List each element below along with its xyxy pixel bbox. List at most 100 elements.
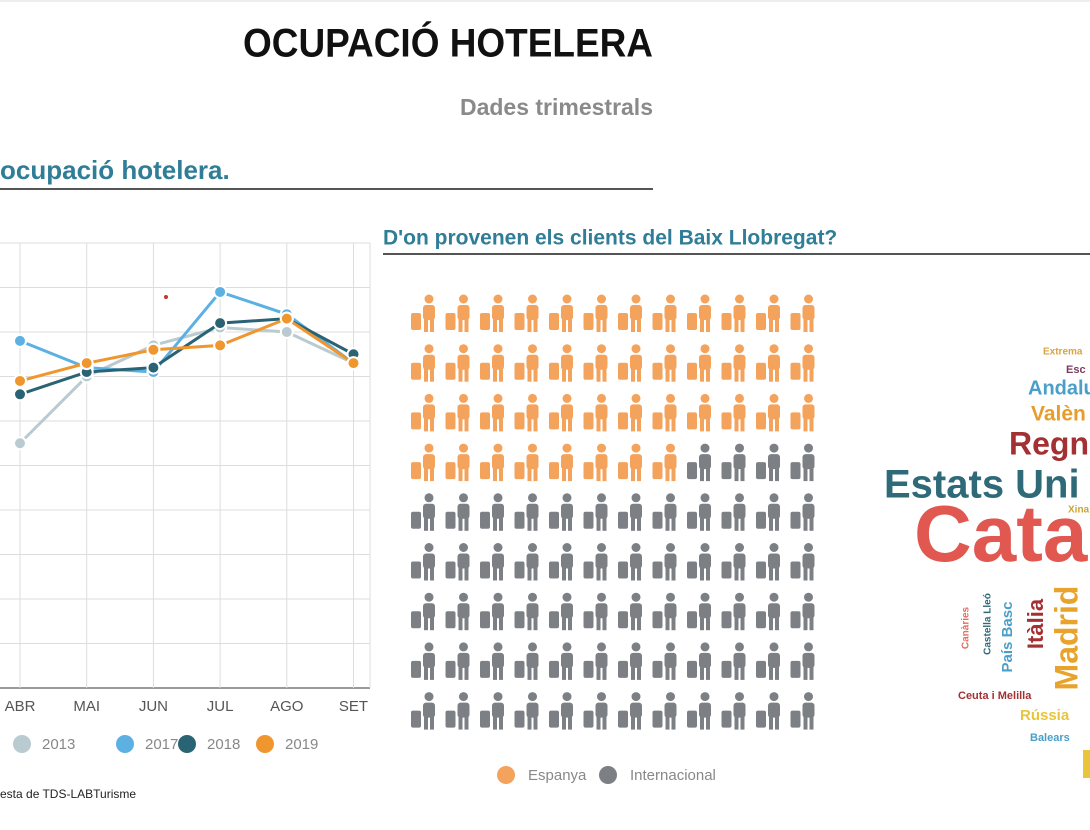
icon-head <box>459 393 468 403</box>
icon-leg <box>706 517 710 531</box>
icon-head <box>597 642 606 652</box>
icon-body <box>802 404 815 420</box>
icon-suitcase <box>549 660 559 678</box>
person-icon <box>721 393 746 432</box>
icon-suitcase <box>721 511 732 529</box>
icon-head <box>493 642 503 652</box>
person-icon <box>721 543 746 581</box>
icon-leg <box>700 418 704 432</box>
icon-suitcase <box>721 660 732 678</box>
person-icon <box>445 344 470 382</box>
icon-suitcase <box>480 660 490 678</box>
icon-body <box>630 553 642 569</box>
person-icon <box>618 393 642 432</box>
icon-leg <box>527 418 532 432</box>
icon-head <box>769 393 779 403</box>
person-icon <box>411 543 435 581</box>
word-fragment <box>1083 750 1090 778</box>
icon-leg <box>671 368 676 382</box>
icon-leg <box>637 319 641 332</box>
icon-body <box>526 354 539 370</box>
icon-leg <box>424 567 428 581</box>
person-icon <box>790 642 815 680</box>
person-icon <box>687 592 711 631</box>
icon-suitcase <box>549 611 559 629</box>
icon-leg <box>464 418 469 432</box>
icon-leg <box>809 368 814 382</box>
icon-body <box>630 354 642 370</box>
icon-suitcase <box>514 412 525 430</box>
data-point <box>213 284 228 299</box>
person-icon <box>514 493 539 531</box>
person-icon <box>514 443 539 482</box>
icon-body <box>423 652 435 668</box>
person-icon <box>687 294 711 332</box>
person-icon <box>756 692 780 730</box>
icon-suitcase <box>411 462 421 480</box>
icon-head <box>493 294 503 304</box>
icon-suitcase <box>583 710 594 728</box>
icon-leg <box>464 567 469 581</box>
icon-body <box>699 702 711 718</box>
icon-leg <box>430 617 434 631</box>
icon-head <box>804 592 813 602</box>
icon-body <box>526 503 539 519</box>
icon-leg <box>665 468 670 482</box>
icon-suitcase <box>652 710 663 728</box>
icon-leg <box>493 666 497 680</box>
icon-leg <box>602 468 607 482</box>
icon-leg <box>775 716 779 730</box>
icon-leg <box>464 468 469 482</box>
icon-leg <box>493 517 497 531</box>
person-icon <box>411 344 435 382</box>
person-icon <box>445 294 470 332</box>
icon-leg <box>740 368 745 382</box>
icon-suitcase <box>721 710 732 728</box>
icon-head <box>804 642 813 652</box>
icon-body <box>457 652 470 668</box>
icon-body <box>457 305 470 320</box>
icon-leg <box>527 666 532 680</box>
icon-body <box>733 553 746 569</box>
x-tick-label: JUN <box>139 698 168 715</box>
icon-leg <box>665 716 670 730</box>
icon-body <box>526 702 539 718</box>
icon-head <box>631 692 641 702</box>
person-icon <box>618 642 642 680</box>
icon-leg <box>671 319 676 332</box>
icon-head <box>562 443 572 453</box>
person-icon <box>514 592 539 631</box>
icon-body <box>699 404 711 420</box>
icon-leg <box>700 368 704 382</box>
cloud-word: Rússia <box>1020 707 1070 724</box>
icon-head <box>666 543 675 552</box>
icon-leg <box>740 517 745 531</box>
icon-leg <box>458 368 463 382</box>
icon-leg <box>809 567 814 581</box>
icon-head <box>459 294 468 304</box>
data-point <box>13 373 27 388</box>
icon-leg <box>665 666 670 680</box>
icon-body <box>595 454 608 470</box>
icon-leg <box>562 716 566 730</box>
icon-body <box>561 404 573 420</box>
icon-leg <box>734 716 739 730</box>
icon-leg <box>740 319 745 332</box>
person-icon <box>480 642 504 680</box>
icon-leg <box>430 666 434 680</box>
icon-leg <box>493 716 497 730</box>
icon-leg <box>499 666 503 680</box>
icon-body <box>802 603 815 619</box>
icon-leg <box>769 468 773 482</box>
icon-leg <box>533 517 538 531</box>
icon-head <box>528 443 537 453</box>
icon-head <box>597 443 606 453</box>
icon-suitcase <box>480 511 490 529</box>
icon-head <box>804 294 813 304</box>
icon-head <box>459 543 468 552</box>
legend-label: 2019 <box>285 736 318 753</box>
icon-suitcase <box>652 561 663 579</box>
icon-leg <box>533 468 538 482</box>
icon-leg <box>562 418 566 432</box>
person-icon <box>480 294 504 332</box>
